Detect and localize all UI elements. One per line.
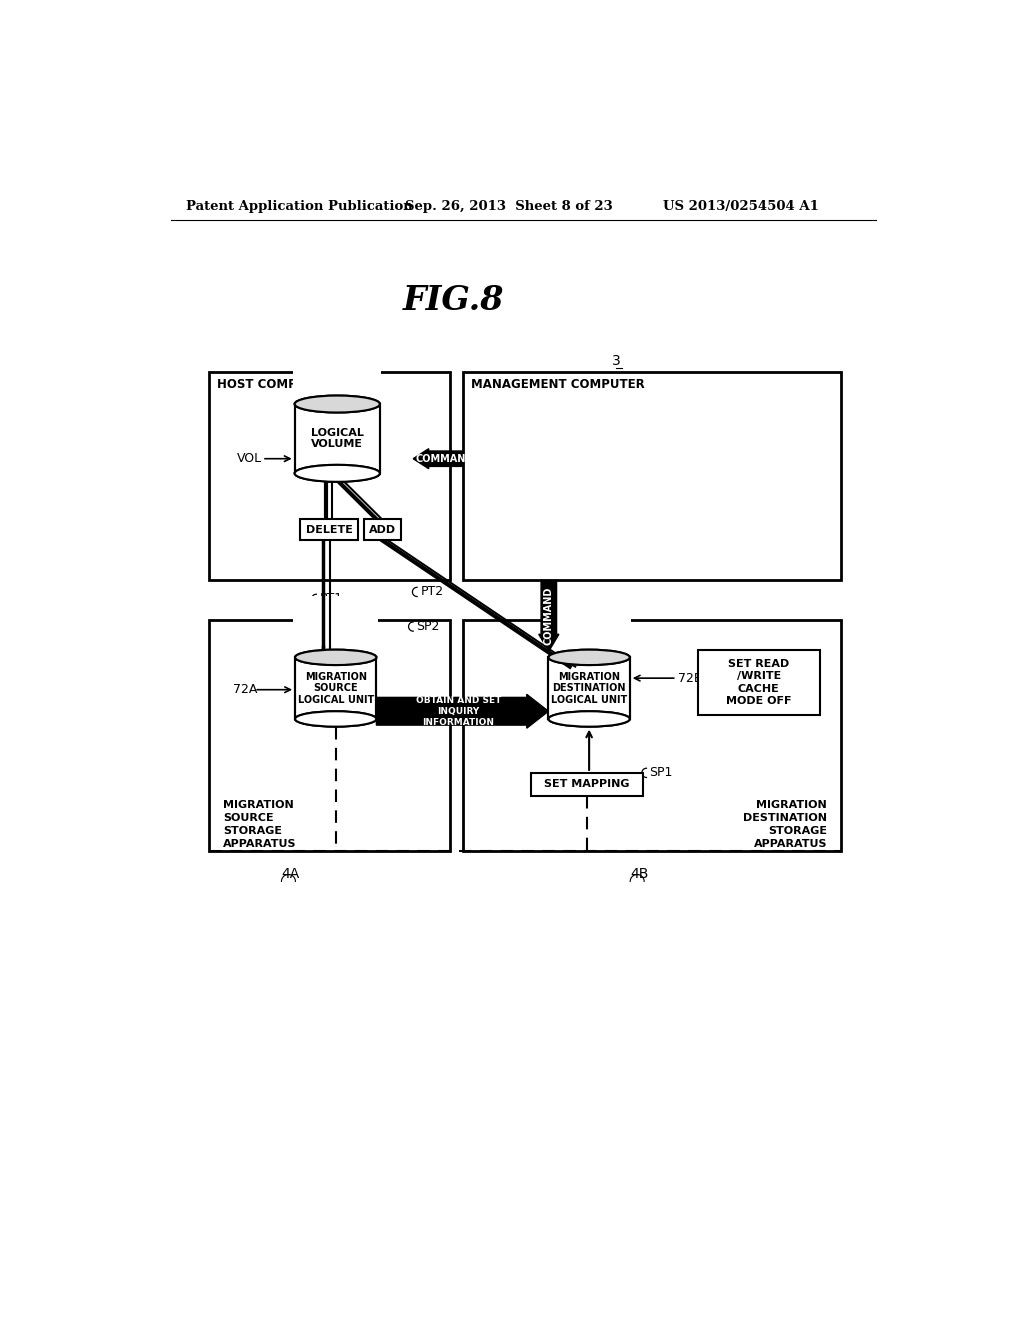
FancyArrow shape: [539, 581, 559, 651]
Bar: [463, 620, 841, 851]
Text: SP2: SP2: [417, 620, 439, 634]
Text: VOL: VOL: [237, 453, 261, 465]
Ellipse shape: [295, 711, 377, 726]
Bar: [547, 595, 632, 657]
Bar: [295, 404, 380, 474]
Text: PT2: PT2: [421, 585, 444, 598]
Ellipse shape: [295, 465, 380, 482]
FancyArrow shape: [377, 694, 549, 729]
Text: FIG.8: FIG.8: [402, 284, 504, 317]
Text: PT1: PT1: [321, 593, 343, 606]
Ellipse shape: [295, 649, 377, 665]
Text: COMMAND: COMMAND: [415, 454, 473, 463]
Text: DELETE: DELETE: [306, 524, 352, 535]
Text: MIGRATION
SOURCE
STORAGE
APPARATUS: MIGRATION SOURCE STORAGE APPARATUS: [223, 800, 297, 849]
Text: OBTAIN AND SET
INQUIRY
INFORMATION: OBTAIN AND SET INQUIRY INFORMATION: [416, 696, 501, 727]
Bar: [295, 657, 377, 719]
Bar: [294, 595, 378, 657]
Ellipse shape: [295, 396, 380, 413]
Text: COMMAND: COMMAND: [544, 586, 554, 645]
Text: 3: 3: [612, 354, 621, 368]
Text: SET MAPPING: SET MAPPING: [545, 779, 630, 789]
Bar: [697, 649, 820, 715]
Ellipse shape: [295, 396, 380, 413]
Ellipse shape: [295, 649, 377, 665]
Bar: [300, 519, 358, 540]
Bar: [209, 620, 450, 851]
Text: MIGRATION
SOURCE
LOGICAL UNIT: MIGRATION SOURCE LOGICAL UNIT: [298, 672, 374, 705]
Ellipse shape: [295, 465, 380, 482]
Text: US 2013/0254504 A1: US 2013/0254504 A1: [663, 199, 818, 213]
Bar: [549, 657, 630, 719]
Bar: [293, 335, 381, 404]
Text: 72B: 72B: [678, 672, 702, 685]
Ellipse shape: [549, 649, 630, 665]
Text: MIGRATION
DESTINATION
STORAGE
APPARATUS: MIGRATION DESTINATION STORAGE APPARATUS: [743, 800, 827, 849]
Text: HOST COMPUTER: HOST COMPUTER: [217, 379, 332, 391]
Bar: [209, 372, 450, 581]
Text: MANAGEMENT COMPUTER: MANAGEMENT COMPUTER: [471, 379, 644, 391]
Text: 4B: 4B: [631, 867, 648, 882]
Bar: [463, 372, 841, 581]
Text: MIGRATION
DESTINATION
LOGICAL UNIT: MIGRATION DESTINATION LOGICAL UNIT: [551, 672, 628, 705]
Bar: [364, 519, 400, 540]
Ellipse shape: [549, 711, 630, 726]
Text: SP1: SP1: [649, 767, 673, 779]
Text: LOGICAL
VOLUME: LOGICAL VOLUME: [311, 428, 364, 450]
Text: Patent Application Publication: Patent Application Publication: [186, 199, 413, 213]
Text: 72A: 72A: [232, 684, 257, 696]
FancyArrow shape: [414, 449, 463, 469]
Text: Sep. 26, 2013  Sheet 8 of 23: Sep. 26, 2013 Sheet 8 of 23: [404, 199, 612, 213]
Text: ADD: ADD: [369, 524, 395, 535]
Text: 2: 2: [343, 354, 351, 368]
Text: SET READ
/WRITE
CACHE
MODE OFF: SET READ /WRITE CACHE MODE OFF: [726, 659, 792, 706]
Ellipse shape: [549, 711, 630, 726]
Bar: [531, 774, 643, 796]
Text: 4A: 4A: [282, 867, 300, 882]
Ellipse shape: [549, 649, 630, 665]
Ellipse shape: [295, 711, 377, 726]
